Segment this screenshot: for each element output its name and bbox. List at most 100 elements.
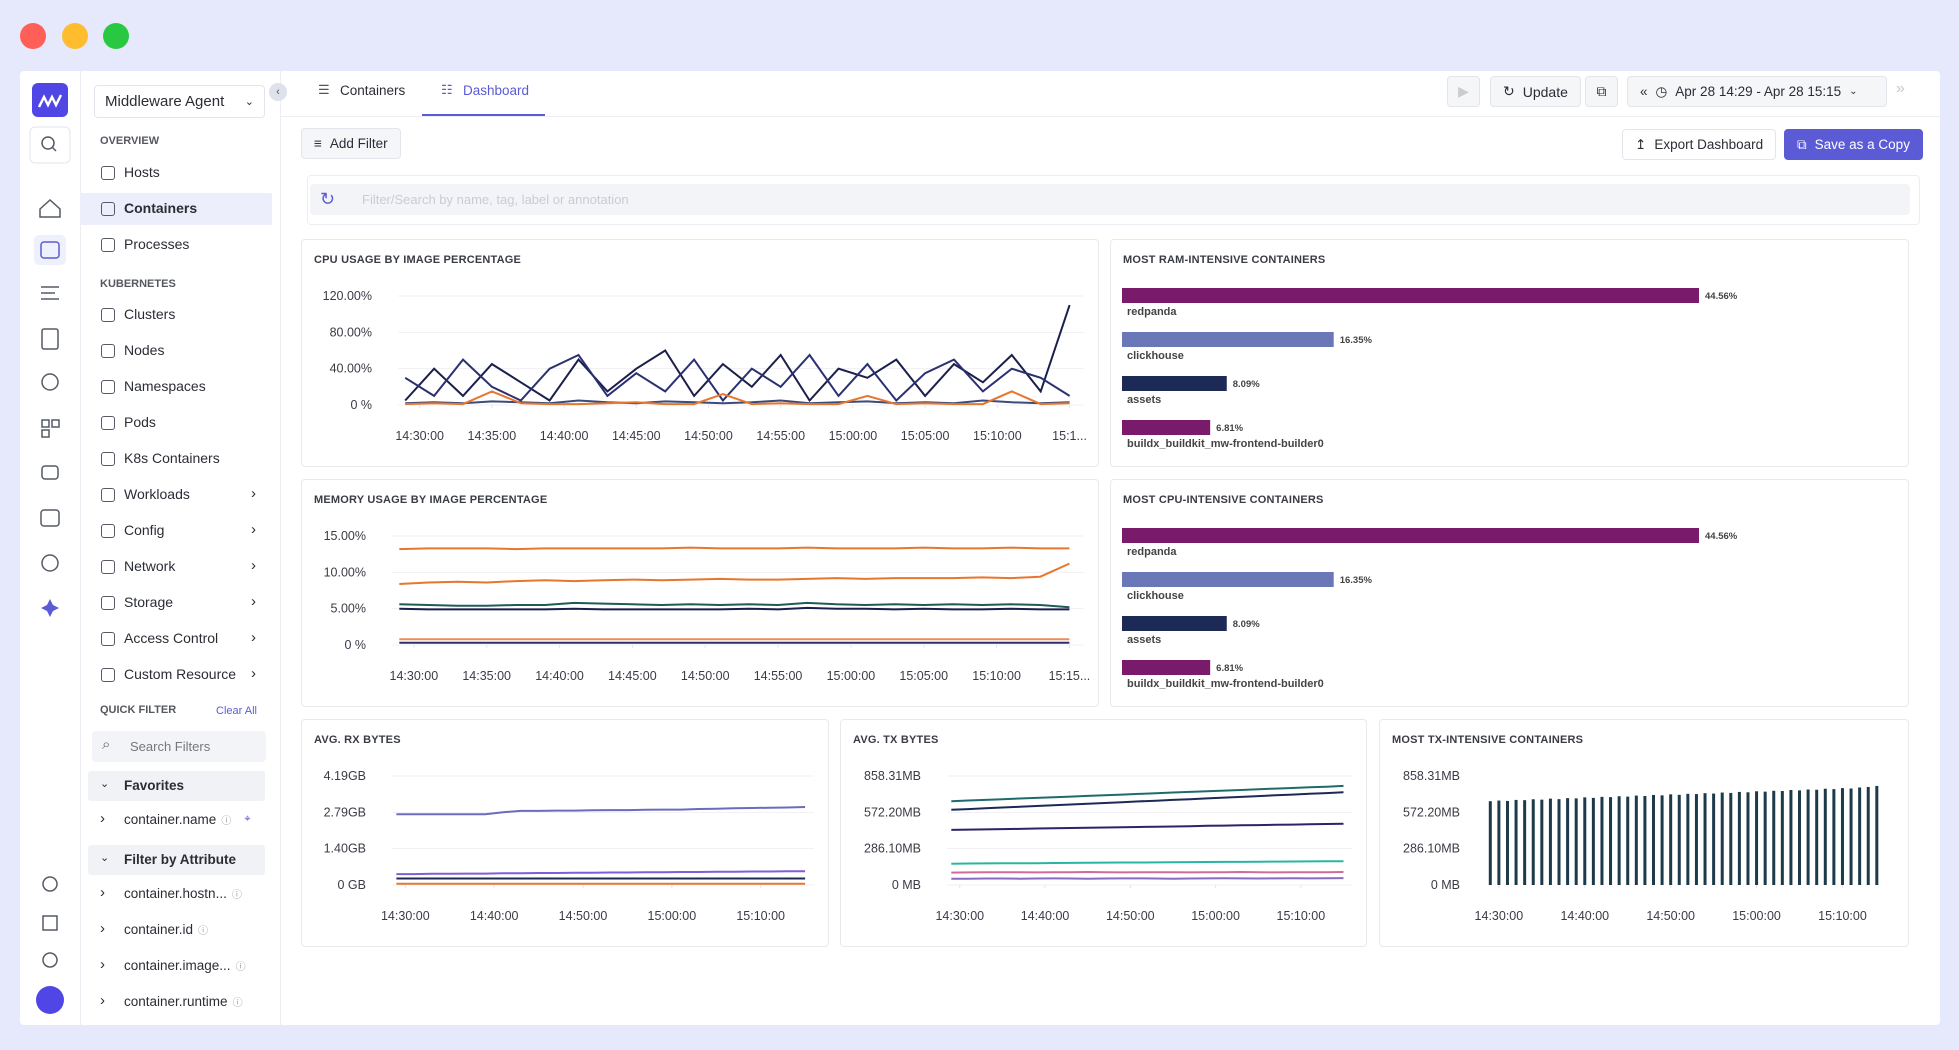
nav-item[interactable]: Nodes [124, 342, 165, 358]
search-icon: ↻ [320, 189, 336, 209]
filter-group[interactable]: ⌄ Filter by Attribute [88, 845, 265, 875]
filter-attribute[interactable]: container.name ⓘ ⌖ [124, 812, 251, 827]
ai-icon[interactable] [41, 599, 59, 617]
tab[interactable]: Dashboard [463, 83, 530, 98]
update-button[interactable]: ↻ Update [1490, 76, 1581, 107]
package-icon[interactable] [42, 915, 58, 931]
search-input[interactable]: ↻ Filter/Search by name, tag, label or a… [310, 184, 1910, 215]
bar [1600, 796, 1604, 885]
bar [1122, 288, 1699, 303]
maximize-button[interactable] [103, 23, 129, 49]
export-button[interactable]: ↥ Export Dashboard [1622, 129, 1777, 160]
nav-icon [101, 238, 115, 252]
save-copy-label: Save as a Copy [1814, 137, 1910, 152]
chevron: › [100, 810, 105, 827]
x-tick-label: 14:50:00 [1106, 909, 1155, 923]
nav-item[interactable]: K8s Containers [124, 450, 220, 466]
bar [1523, 800, 1527, 885]
add-filter-button[interactable]: ≡ Add Filter [301, 128, 401, 159]
bot-icon[interactable] [41, 465, 59, 480]
nav-item[interactable]: Namespaces [124, 378, 206, 394]
dashboard-icon[interactable] [41, 429, 50, 438]
nav-item[interactable]: Pods [124, 414, 156, 430]
section-title: OVERVIEW [100, 135, 160, 147]
x-tick-label: 14:35:00 [462, 669, 511, 683]
search-button[interactable] [29, 126, 71, 164]
alerts-icon[interactable] [41, 373, 59, 391]
chevron: › [251, 521, 256, 538]
minimize-button[interactable] [62, 23, 88, 49]
chart: 0 % 40.00% 80.00% 120.00% 14:30:00 14:35:00 14… [323, 289, 1087, 443]
x-tick-label: 15:00:00 [648, 909, 697, 923]
chevron: › [251, 629, 256, 646]
containers-icon[interactable] [40, 241, 60, 259]
filter-group[interactable]: ⌄ Favorites [88, 771, 265, 801]
copy-icon: ⧉ [1797, 136, 1807, 152]
bar-value-label: 8.09% [1233, 379, 1260, 390]
bar [1548, 798, 1552, 885]
logs-icon[interactable] [41, 286, 59, 300]
docs-icon[interactable] [41, 328, 59, 350]
bar [1651, 794, 1655, 885]
y-tick-label: 286.10MB [864, 842, 921, 856]
line-series [951, 784, 1344, 803]
gear-icon[interactable] [42, 952, 58, 968]
nav-item[interactable]: Access Control [124, 630, 219, 646]
nav-item[interactable]: Containers [124, 200, 198, 216]
x-tick-label: 14:50:00 [681, 669, 730, 683]
filter-attribute[interactable]: container.id ⓘ [124, 922, 208, 937]
bar [1737, 791, 1741, 885]
filter-attribute[interactable]: container.image... ⓘ [124, 958, 246, 973]
time-range-picker[interactable]: « ◷ Apr 28 14:29 - Apr 28 15:15 ⌄ [1627, 76, 1887, 107]
support-icon[interactable] [42, 876, 58, 892]
bar [1634, 795, 1638, 885]
line-series [399, 606, 1070, 611]
nav-icon [101, 166, 115, 180]
bar [1875, 785, 1879, 885]
dashboard-icon[interactable] [51, 419, 60, 428]
x-tick-label: 14:50:00 [1646, 909, 1695, 923]
close-button[interactable] [20, 23, 46, 49]
collapse-button[interactable]: ‹ [269, 83, 287, 101]
filter-attribute[interactable]: container.hostn... ⓘ [124, 886, 242, 901]
users-icon[interactable] [40, 509, 60, 527]
settings-icon[interactable] [41, 554, 59, 572]
info-icon: ⓘ [198, 926, 209, 937]
chevron: › [251, 557, 256, 574]
nav-item[interactable]: Storage [124, 594, 174, 610]
play-button[interactable]: ▶ [1447, 76, 1480, 107]
line-series [404, 353, 1071, 403]
y-tick-label: 120.00% [323, 289, 372, 303]
nav-item[interactable]: Custom Resource [124, 666, 237, 682]
workspace-select[interactable]: Middleware Agent ⌄ [94, 85, 265, 118]
forward-icon[interactable]: » [1896, 80, 1905, 97]
tab[interactable]: Containers [340, 83, 406, 98]
nav-item[interactable]: Clusters [124, 306, 176, 322]
bar [1763, 791, 1767, 885]
filter-attribute[interactable]: container.runtime ⓘ [124, 994, 243, 1009]
chevron: › [251, 665, 256, 682]
copy-button[interactable]: ⧉ [1585, 76, 1618, 107]
x-tick-label: 14:55:00 [756, 429, 805, 443]
nav-item[interactable]: Hosts [124, 164, 160, 180]
dashboard-icon[interactable] [41, 419, 50, 428]
x-tick-label: 14:40:00 [1560, 909, 1609, 923]
nav-icon [101, 596, 115, 610]
filter-search[interactable]: ⌕ Search Filters [92, 731, 266, 762]
tab-icon: ☰ [318, 82, 330, 97]
bar-label: assets [1127, 634, 1161, 646]
chart: 44.56% redpanda 16.35% clickhouse 8.09% asset… [1122, 288, 1738, 450]
save-copy-button[interactable]: ⧉ Save as a Copy [1784, 129, 1923, 160]
nav-item[interactable]: Workloads [124, 486, 190, 502]
nav-item[interactable]: Network [124, 558, 176, 574]
avatar[interactable] [36, 986, 64, 1014]
active-item [80, 193, 272, 225]
bar [1122, 528, 1699, 543]
nav-item[interactable]: Processes [124, 236, 190, 252]
nav-item[interactable]: Config [124, 522, 165, 538]
home-icon[interactable] [39, 198, 61, 218]
nav-icon [101, 308, 115, 322]
clear-all[interactable]: Clear All [216, 705, 257, 717]
x-tick-label: 15:05:00 [899, 669, 948, 683]
